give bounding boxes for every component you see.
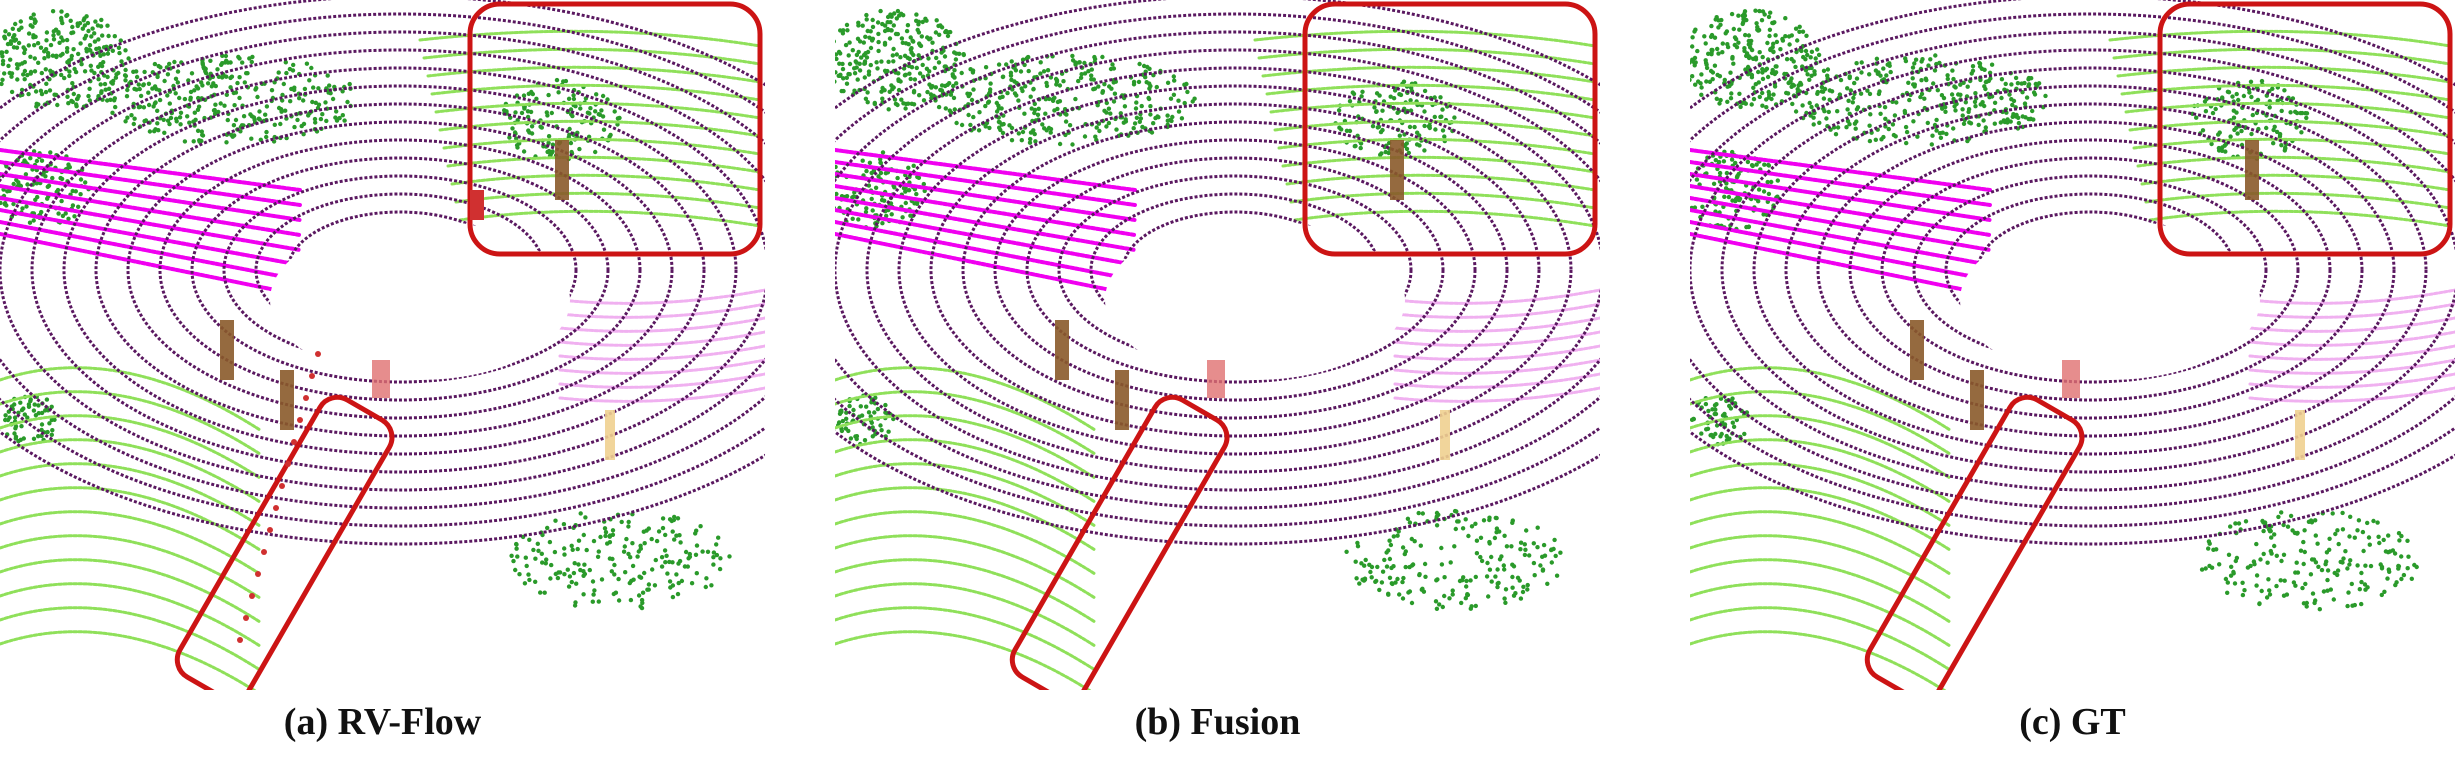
caption-fusion: (b) Fusion — [1134, 701, 1301, 743]
panel-gt — [1690, 0, 2455, 690]
caption-gt: (c) GT — [2019, 701, 2126, 743]
point-cloud-gt — [1690, 0, 2455, 690]
point-cloud-fusion — [835, 0, 1600, 690]
caption-rv-flow: (a) RV-Flow — [283, 701, 482, 743]
point-cloud-rv-flow — [0, 0, 765, 690]
panel-rv-flow — [0, 0, 765, 690]
panel-fusion — [835, 0, 1600, 690]
